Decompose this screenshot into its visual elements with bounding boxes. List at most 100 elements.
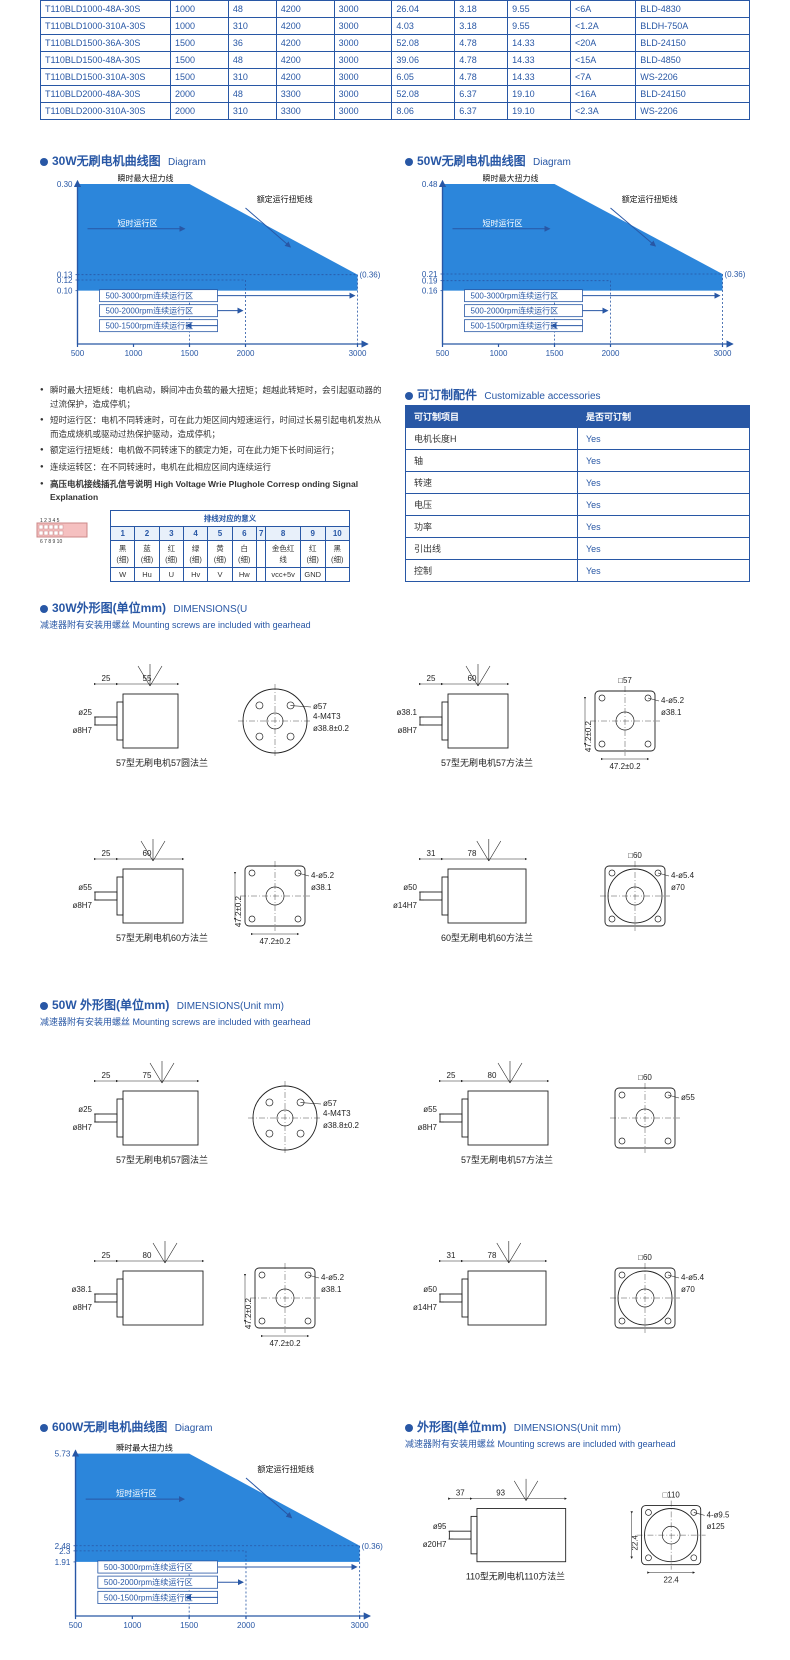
svg-text:500-3000rpm连续运行区: 500-3000rpm连续运行区 bbox=[106, 291, 194, 301]
svg-text:3000: 3000 bbox=[349, 349, 367, 358]
svg-text:瞬时最大扭力线: 瞬时最大扭力线 bbox=[483, 174, 539, 183]
svg-text:25: 25 bbox=[447, 1071, 456, 1080]
acc-title: 可订制配件 Customizable accessories bbox=[405, 386, 750, 403]
dim30-row1: 2555ø25ø8H757型无刷电机57圆法兰ø574-M4T3ø38.8±0.… bbox=[40, 639, 750, 809]
dim30-title: 30W外形图(单位mm) DIMENSIONS(U bbox=[40, 599, 750, 616]
svg-text:4-M4T3: 4-M4T3 bbox=[313, 712, 341, 721]
dim600-sub: 减速器附有安装用螺丝 Mounting screws are included … bbox=[405, 1437, 750, 1450]
svg-text:3000: 3000 bbox=[714, 349, 732, 358]
svg-text:47.2±0.2: 47.2±0.2 bbox=[259, 937, 291, 946]
svg-text:短时运行区: 短时运行区 bbox=[483, 218, 523, 228]
svg-text:额定运行扭矩线: 额定运行扭矩线 bbox=[257, 1464, 314, 1474]
svg-text:37: 37 bbox=[456, 1488, 465, 1497]
svg-text:22.4: 22.4 bbox=[663, 1575, 679, 1584]
svg-text:ø8H7: ø8H7 bbox=[72, 726, 92, 735]
svg-text:500-1500rpm连续运行区: 500-1500rpm连续运行区 bbox=[104, 1592, 193, 1602]
svg-text:47.2±0.2: 47.2±0.2 bbox=[244, 1297, 253, 1329]
svg-text:ø8H7: ø8H7 bbox=[72, 1303, 92, 1312]
svg-text:57型无刷电机57圆法兰: 57型无刷电机57圆法兰 bbox=[116, 757, 208, 768]
svg-text:80: 80 bbox=[488, 1071, 497, 1080]
svg-text:0.19: 0.19 bbox=[422, 277, 438, 286]
svg-text:500: 500 bbox=[71, 349, 85, 358]
svg-text:25: 25 bbox=[102, 674, 111, 683]
svg-text:□60: □60 bbox=[638, 1073, 652, 1082]
svg-text:□60: □60 bbox=[638, 1253, 652, 1262]
svg-text:4-ø5.2: 4-ø5.2 bbox=[661, 696, 685, 705]
svg-text:ø57: ø57 bbox=[323, 1099, 337, 1108]
chart-30w: 0.300.130.120.105001000150020003000瞬时最大扭… bbox=[40, 174, 385, 374]
svg-text:2.3: 2.3 bbox=[59, 1547, 71, 1556]
dim30-row2: 2560ø55ø8H757型无刷电机60方法兰4-ø5.2ø38.147.2±0… bbox=[40, 814, 750, 984]
svg-text:额定运行扭矩线: 额定运行扭矩线 bbox=[257, 194, 313, 204]
svg-text:2000: 2000 bbox=[237, 349, 255, 358]
svg-text:4-ø5.4: 4-ø5.4 bbox=[671, 871, 695, 880]
svg-text:47.2±0.2: 47.2±0.2 bbox=[609, 762, 641, 771]
svg-text:47.2±0.2: 47.2±0.2 bbox=[269, 1339, 301, 1348]
svg-text:1500: 1500 bbox=[546, 349, 564, 358]
svg-text:500: 500 bbox=[69, 1621, 83, 1630]
svg-text:47.2±0.2: 47.2±0.2 bbox=[584, 720, 593, 752]
svg-text:ø70: ø70 bbox=[671, 883, 685, 892]
svg-text:3000: 3000 bbox=[351, 1621, 370, 1630]
acc-table: 可订制项目是否可订制电机长度HYes轴Yes转速Yes电压Yes功率Yes引出线… bbox=[405, 405, 750, 582]
svg-text:ø55: ø55 bbox=[423, 1105, 437, 1114]
svg-text:6 7 8 9 10: 6 7 8 9 10 bbox=[40, 539, 62, 545]
svg-text:4-M4T3: 4-M4T3 bbox=[323, 1109, 351, 1118]
chart-50w: 0.480.210.190.165001000150020003000瞬时最大扭… bbox=[405, 174, 750, 374]
svg-text:ø38.1: ø38.1 bbox=[397, 708, 418, 717]
svg-text:2000: 2000 bbox=[237, 1621, 256, 1630]
svg-text:55: 55 bbox=[143, 674, 152, 683]
svg-text:75: 75 bbox=[143, 1071, 152, 1080]
svg-text:瞬时最大扭力线: 瞬时最大扭力线 bbox=[116, 1442, 173, 1452]
chart50-title: 50W无刷电机曲线图 Diagram bbox=[405, 152, 750, 169]
connector-icon: 1 2 3 4 5 6 7 8 9 10 bbox=[35, 515, 90, 545]
svg-text:1500: 1500 bbox=[180, 1621, 199, 1630]
svg-text:80: 80 bbox=[143, 1251, 152, 1260]
chart-600w: 5.732.482.31.915001000150020003000瞬时最大扭力… bbox=[40, 1440, 385, 1650]
svg-text:□110: □110 bbox=[662, 1490, 680, 1499]
svg-text:ø57: ø57 bbox=[313, 702, 327, 711]
svg-text:1500: 1500 bbox=[181, 349, 199, 358]
dim50-title: 50W 外形图(单位mm) DIMENSIONS(Unit mm) bbox=[40, 996, 750, 1013]
svg-text:25: 25 bbox=[102, 1251, 111, 1260]
dim50-row1: 2575ø25ø8H757型无刷电机57圆法兰ø574-M4T3ø38.8±0.… bbox=[40, 1036, 750, 1206]
svg-text:ø95: ø95 bbox=[433, 1522, 447, 1531]
svg-text:0.12: 0.12 bbox=[57, 276, 73, 285]
svg-text:ø25: ø25 bbox=[78, 1105, 92, 1114]
svg-text:500-1500rpm连续运行区: 500-1500rpm连续运行区 bbox=[471, 321, 559, 331]
svg-text:ø38.8±0.2: ø38.8±0.2 bbox=[313, 724, 350, 733]
svg-text:500-2000rpm连续运行区: 500-2000rpm连续运行区 bbox=[106, 306, 194, 316]
svg-text:1000: 1000 bbox=[123, 1621, 142, 1630]
svg-text:(0.36): (0.36) bbox=[362, 1542, 383, 1551]
svg-text:60: 60 bbox=[468, 674, 477, 683]
svg-text:(0.36): (0.36) bbox=[360, 271, 381, 280]
chart30-title: 30W无刷电机曲线图 Diagram bbox=[40, 152, 385, 169]
svg-text:ø14H7: ø14H7 bbox=[393, 901, 418, 910]
svg-text:ø125: ø125 bbox=[707, 1522, 726, 1531]
svg-text:57型无刷电机57方法兰: 57型无刷电机57方法兰 bbox=[461, 1154, 553, 1165]
svg-text:4-ø5.2: 4-ø5.2 bbox=[321, 1273, 345, 1282]
dim600-title: 外形图(单位mm) DIMENSIONS(Unit mm) bbox=[405, 1418, 750, 1435]
svg-text:ø38.1: ø38.1 bbox=[72, 1285, 93, 1294]
svg-text:ø55: ø55 bbox=[78, 883, 92, 892]
dim50-row2: 2580ø38.1ø8H74-ø5.2ø38.147.2±0.247.2±0.2… bbox=[40, 1211, 750, 1401]
svg-text:500-2000rpm连续运行区: 500-2000rpm连续运行区 bbox=[471, 306, 559, 316]
svg-text:0.16: 0.16 bbox=[422, 287, 438, 296]
svg-text:500-3000rpm连续运行区: 500-3000rpm连续运行区 bbox=[104, 1562, 193, 1572]
svg-text:25: 25 bbox=[102, 1071, 111, 1080]
svg-text:57型无刷电机60方法兰: 57型无刷电机60方法兰 bbox=[116, 932, 208, 943]
wire-table: 排线对应的意义 12345678910黑(细)蓝(细)红(细)绿(细)黄(细)白… bbox=[110, 510, 350, 582]
svg-text:22.4: 22.4 bbox=[631, 1534, 640, 1550]
svg-text:57型无刷电机57圆法兰: 57型无刷电机57圆法兰 bbox=[116, 1154, 208, 1165]
svg-text:4-ø5.2: 4-ø5.2 bbox=[311, 871, 335, 880]
svg-text:ø14H7: ø14H7 bbox=[413, 1303, 438, 1312]
svg-text:ø70: ø70 bbox=[681, 1285, 695, 1294]
svg-text:93: 93 bbox=[496, 1488, 505, 1497]
dim30-sub: 减速器附有安装用螺丝 Mounting screws are included … bbox=[40, 618, 750, 631]
svg-text:78: 78 bbox=[488, 1251, 497, 1260]
svg-text:110型无刷电机110方法兰: 110型无刷电机110方法兰 bbox=[466, 1570, 565, 1581]
svg-text:ø50: ø50 bbox=[403, 883, 417, 892]
svg-text:2000: 2000 bbox=[602, 349, 620, 358]
svg-text:60: 60 bbox=[143, 849, 152, 858]
svg-text:ø38.1: ø38.1 bbox=[311, 883, 332, 892]
